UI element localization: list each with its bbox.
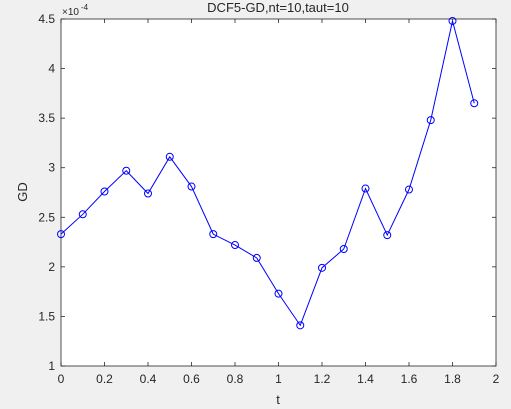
y-exponent-power: -4 [81, 3, 89, 12]
y-tick-label: 1.5 [38, 309, 55, 323]
data-point [448, 16, 457, 25]
data-point [252, 253, 261, 262]
data-point [383, 231, 392, 240]
y-tick-label: 3.5 [38, 111, 55, 125]
data-point [361, 184, 370, 193]
data-point [187, 182, 196, 191]
y-tick-label: 2.5 [38, 210, 55, 224]
y-tick-label: 3 [48, 161, 55, 175]
y-axis-label: GD [15, 182, 30, 202]
data-point [339, 245, 348, 254]
data-point [231, 241, 239, 250]
data-point [57, 230, 65, 239]
data-point [122, 166, 131, 175]
chart-title: DCF5-GD,nt=10,taut=10 [207, 0, 349, 15]
plot-area [60, 18, 497, 367]
x-tick-label: 1.8 [444, 372, 461, 386]
x-tick-label: 1 [275, 372, 282, 386]
y-tick-label: 4.5 [38, 12, 55, 26]
data-point [274, 289, 283, 298]
data-point [100, 187, 109, 196]
y-tick-label: 4 [48, 62, 55, 76]
x-axis-label: t [276, 392, 280, 407]
data-point [209, 230, 218, 239]
x-tick-label: 0.4 [140, 372, 157, 386]
data-point [165, 152, 174, 161]
x-tick-label: 0 [58, 372, 65, 386]
data-point [405, 185, 413, 194]
series-line [60, 20, 475, 327]
data-point [296, 321, 305, 330]
y-tick-label: 1 [48, 359, 55, 373]
data-point [318, 263, 326, 272]
data-point [144, 189, 152, 198]
x-tick-label: 0.8 [227, 372, 244, 386]
data-point [470, 99, 479, 108]
data-point [78, 210, 87, 219]
x-tick-label: 1.6 [401, 372, 418, 386]
y-exponent-base: ×10 [62, 7, 79, 18]
x-tick-label: 1.4 [357, 372, 374, 386]
x-tick-label: 0.2 [96, 372, 113, 386]
x-tick-label: 2 [493, 372, 500, 386]
y-tick-label: 2 [48, 260, 55, 274]
x-tick-label: 1.2 [314, 372, 331, 386]
x-tick-label: 0.6 [183, 372, 200, 386]
data-point [426, 116, 435, 125]
